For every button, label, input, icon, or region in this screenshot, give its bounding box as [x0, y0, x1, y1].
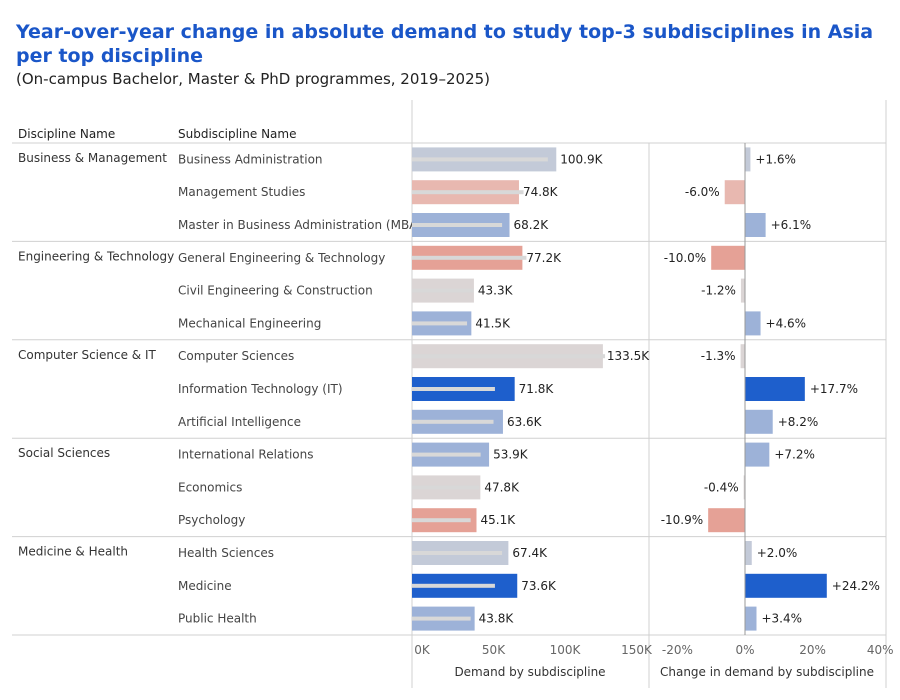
header-subdiscipline: Subdiscipline Name [178, 127, 296, 141]
demand-value-label: 41.5K [475, 316, 511, 330]
demand-bar-comparison [412, 288, 474, 293]
change-bar [745, 573, 827, 598]
demand-bar-comparison [412, 321, 468, 326]
change-tick-label: -20% [662, 643, 693, 657]
subdiscipline-label: Mechanical Engineering [178, 316, 321, 330]
demand-value-label: 68.2K [514, 218, 550, 232]
demand-value-label: 77.2K [526, 251, 562, 265]
demand-value-label: 74.8K [523, 185, 559, 199]
subdiscipline-label: Medicine [178, 579, 232, 593]
change-value-label: +4.6% [766, 316, 807, 330]
subdiscipline-label: Business Administration [178, 152, 323, 166]
subdiscipline-label: Public Health [178, 612, 257, 626]
change-bar [745, 147, 751, 172]
change-bar [745, 213, 766, 237]
demand-value-label: 100.9K [560, 152, 603, 166]
change-bar [740, 344, 745, 369]
demand-bar-comparison [412, 190, 524, 195]
discipline-label: Computer Science & IT [18, 348, 157, 362]
discipline-label: Engineering & Technology [18, 249, 174, 263]
change-bar [745, 606, 757, 631]
subdiscipline-label: Economics [178, 480, 242, 494]
chart-title-line1: Year-over-year change in absolute demand… [16, 21, 874, 43]
demand-bar-comparison [412, 518, 471, 523]
change-value-label: +3.4% [761, 612, 802, 626]
subdiscipline-label: Master in Business Administration (MBA) [178, 218, 422, 232]
demand-value-label: 71.8K [519, 382, 555, 396]
demand-value-label: 67.4K [512, 546, 548, 560]
change-value-label: +6.1% [771, 218, 812, 232]
subdiscipline-label: Civil Engineering & Construction [178, 284, 373, 298]
change-bar [740, 278, 745, 303]
change-bar [743, 475, 745, 500]
demand-bar-comparison [412, 452, 481, 457]
subdiscipline-label: Psychology [178, 513, 245, 527]
change-value-label: +8.2% [778, 415, 819, 429]
demand-bar-comparison [412, 485, 480, 490]
subdiscipline-label: Management Studies [178, 185, 305, 199]
subdiscipline-label: Computer Sciences [178, 349, 294, 363]
demand-value-label: 47.8K [484, 480, 520, 494]
change-tick-label: 20% [799, 643, 826, 657]
demand-bar-comparison [412, 387, 495, 391]
change-bar [711, 245, 745, 270]
discipline-label: Social Sciences [18, 446, 110, 460]
subdiscipline-label: Information Technology (IT) [178, 382, 343, 396]
change-value-label: +17.7% [810, 382, 858, 396]
change-value-label: -6.0% [685, 185, 720, 199]
demand-tick-label: 50K [482, 643, 506, 657]
demand-bar-comparison [412, 419, 494, 424]
subdiscipline-label: Health Sciences [178, 546, 274, 560]
demand-value-label: 53.9K [493, 448, 529, 462]
demand-value-label: 43.3K [478, 284, 514, 298]
change-value-label: -0.4% [704, 480, 739, 494]
change-value-label: -1.3% [701, 349, 736, 363]
demand-value-label: 133.5K [607, 349, 650, 363]
change-value-label: +7.2% [774, 448, 815, 462]
subdiscipline-label: Artificial Intelligence [178, 415, 301, 429]
chart-title: Year-over-year change in absolute demand… [16, 20, 876, 68]
subdiscipline-label: International Relations [178, 448, 314, 462]
change-bar [745, 377, 805, 401]
change-bar [724, 180, 745, 205]
subdiscipline-label: General Engineering & Technology [178, 251, 385, 265]
change-value-label: -10.0% [664, 251, 706, 265]
change-value-label: +1.6% [755, 152, 796, 166]
change-value-label: +24.2% [832, 579, 880, 593]
chart-title-line2: per top discipline [16, 45, 204, 67]
demand-tick-label: 150K [621, 643, 653, 657]
change-tick-label: 40% [867, 643, 894, 657]
demand-bar-comparison [412, 255, 527, 260]
demand-bar-comparison [412, 616, 471, 621]
change-bar [708, 508, 745, 533]
change-bar [745, 311, 761, 336]
change-value-label: -1.2% [701, 284, 736, 298]
change-value-label: -10.9% [661, 513, 703, 527]
discipline-label: Medicine & Health [18, 545, 128, 559]
demand-bar-comparison [412, 223, 503, 227]
demand-value-label: 45.1K [480, 513, 516, 527]
change-axis-title: Change in demand by subdiscipline [660, 665, 874, 679]
demand-bar-comparison [412, 354, 606, 359]
demand-bar-comparison [412, 157, 548, 162]
header-discipline: Discipline Name [18, 127, 115, 141]
demand-tick-label: 100K [550, 643, 582, 657]
change-bar [745, 442, 770, 467]
demand-value-label: 73.6K [521, 579, 557, 593]
demand-axis-title: Demand by subdiscipline [454, 665, 605, 679]
demand-bar-comparison [412, 551, 503, 555]
change-value-label: +2.0% [757, 546, 798, 560]
demand-value-label: 63.6K [507, 415, 543, 429]
discipline-label: Business & Management [18, 151, 167, 165]
demand-value-label: 43.8K [479, 612, 515, 626]
change-tick-label: 0% [735, 643, 754, 657]
change-bar [745, 541, 752, 565]
demand-bar-comparison [412, 583, 495, 588]
demand-tick-label: 0K [414, 643, 431, 657]
change-bar [745, 409, 773, 434]
chart-subtitle: (On-campus Bachelor, Master & PhD progra… [16, 70, 491, 88]
